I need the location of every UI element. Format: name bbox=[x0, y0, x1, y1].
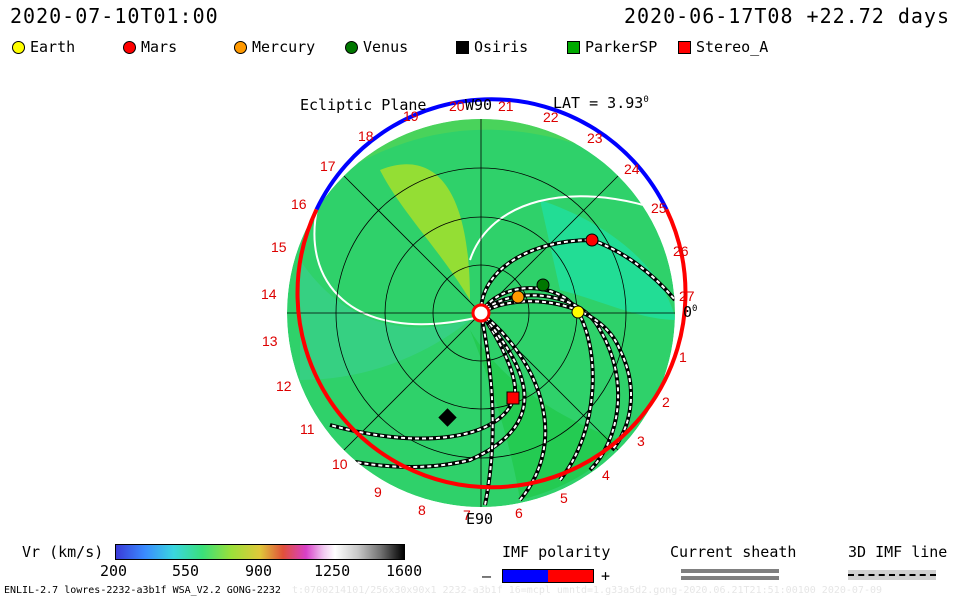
legend-label: ParkerSP bbox=[585, 38, 658, 56]
mars-marker bbox=[585, 233, 599, 247]
carrington-label: 13 bbox=[262, 333, 278, 349]
venus-marker bbox=[536, 278, 550, 292]
carrington-label: 18 bbox=[358, 128, 374, 144]
forecast-offset: 2020-06-17T08 +22.72 days bbox=[623, 4, 950, 28]
carrington-label: 24 bbox=[624, 161, 640, 177]
carrington-label: 15 bbox=[271, 239, 287, 255]
carrington-labels: 19 20 21 22 23 24 25 26 27 1 2 3 4 5 6 7… bbox=[261, 98, 695, 523]
colorbar-tick: 1600 bbox=[386, 562, 423, 580]
imf-line-dash bbox=[479, 238, 675, 314]
legend-earth: Earth bbox=[12, 38, 75, 56]
imf-3d-dash bbox=[848, 574, 936, 576]
carrington-label: 21 bbox=[498, 98, 514, 114]
carrington-label: 6 bbox=[515, 505, 523, 521]
carrington-label: 11 bbox=[300, 421, 315, 437]
venus-marker-icon bbox=[345, 40, 358, 54]
carrington-label: 17 bbox=[320, 158, 336, 174]
legend-label: Mercury bbox=[252, 38, 316, 56]
carrington-label: 4 bbox=[602, 467, 610, 483]
imf-line-dash bbox=[480, 312, 494, 506]
sun-icon bbox=[471, 303, 491, 323]
latitude-unit: 0 bbox=[643, 95, 649, 105]
imf-line-dash bbox=[480, 294, 620, 471]
imf-line-dash bbox=[329, 312, 517, 440]
current-sheet-line bbox=[469, 195, 661, 261]
carrington-label: 23 bbox=[587, 130, 603, 146]
current-sheath-title: Current sheath bbox=[670, 543, 797, 561]
carrington-label: 20 bbox=[449, 98, 465, 114]
legend-stereo-a: Stereo_A bbox=[678, 38, 768, 56]
legend-venus: Venus bbox=[345, 38, 408, 56]
carrington-label: 1 bbox=[679, 349, 687, 365]
legend-label: Mars bbox=[141, 38, 178, 56]
latitude-value: LAT = 3.93 bbox=[553, 94, 644, 112]
solar-wind-region bbox=[300, 260, 470, 380]
velocity-colorbar bbox=[115, 544, 405, 560]
osiris-marker-icon bbox=[456, 40, 469, 54]
legend-parkersp: ParkerSP bbox=[567, 38, 657, 56]
earth-marker bbox=[571, 305, 585, 319]
legend-osiris: Osiris bbox=[456, 38, 528, 56]
polarity-ring-positive bbox=[295, 208, 688, 490]
earth-marker-icon bbox=[12, 40, 25, 54]
imf-line-dash bbox=[480, 300, 632, 451]
legend-label: Stereo_A bbox=[696, 38, 769, 56]
carrington-label: 14 bbox=[261, 286, 277, 302]
colorbar-tick: 1250 bbox=[314, 562, 351, 580]
polarity-ring-negative bbox=[314, 97, 669, 211]
osiris-marker bbox=[438, 408, 457, 427]
zero-value: 0 bbox=[683, 303, 693, 321]
legend-label: Earth bbox=[30, 38, 76, 56]
imf-3d-line-sample bbox=[848, 570, 936, 580]
colorbar-tick: 200 bbox=[100, 562, 128, 580]
zero-unit: 0 bbox=[692, 304, 698, 314]
carrington-label: 5 bbox=[560, 490, 568, 506]
carrington-label: 12 bbox=[276, 378, 292, 394]
carrington-label: 27 bbox=[679, 288, 695, 304]
imf-polarity-title: IMF polarity bbox=[502, 543, 611, 561]
model-footer: ENLIL-2.7 lowres-2232-a3b1f WSA_V2.2 GON… bbox=[4, 585, 281, 596]
current-sheath-line bbox=[681, 569, 779, 573]
imf-plus-label: + bbox=[601, 567, 611, 585]
carrington-label: 3 bbox=[637, 433, 645, 449]
carrington-label: 25 bbox=[651, 200, 667, 216]
legend-label: Venus bbox=[363, 38, 409, 56]
current-sheath-line bbox=[681, 576, 779, 580]
imf-polarity-bar bbox=[502, 569, 594, 583]
carrington-label: 19 bbox=[403, 108, 419, 124]
carrington-label: 22 bbox=[543, 109, 559, 125]
imf-line-dash bbox=[480, 312, 547, 501]
carrington-label: 7 bbox=[463, 507, 471, 523]
stereo-a-marker-icon bbox=[678, 40, 691, 54]
carrington-label: 8 bbox=[418, 502, 426, 518]
parkersp-marker-icon bbox=[567, 40, 580, 54]
fast-wind-region bbox=[380, 164, 470, 300]
imf-minus-label: – bbox=[482, 567, 492, 585]
carrington-label: 2 bbox=[662, 394, 670, 410]
mercury-marker-icon bbox=[234, 40, 247, 54]
zero-degree-label: 00 bbox=[683, 303, 697, 321]
e90-label: E90 bbox=[466, 510, 494, 528]
colorbar-tick: 550 bbox=[172, 562, 200, 580]
simulation-datetime: 2020-07-10T01:00 bbox=[10, 4, 219, 28]
legend-mars: Mars bbox=[123, 38, 177, 56]
carrington-label: 16 bbox=[291, 196, 307, 212]
mercury-marker bbox=[511, 290, 525, 304]
current-sheet-line bbox=[313, 204, 476, 326]
stereo-a-marker bbox=[506, 391, 520, 405]
legend-label: Osiris bbox=[474, 38, 529, 56]
carrington-label: 9 bbox=[374, 484, 382, 500]
run-footer: t:0700214101/256x30x90x1 2232-a3b1f 16=m… bbox=[292, 585, 883, 596]
carrington-label: 10 bbox=[332, 456, 348, 472]
plot-title: Ecliptic Plane bbox=[300, 96, 427, 114]
w90-label: W90 bbox=[465, 96, 493, 114]
legend-mercury: Mercury bbox=[234, 38, 315, 56]
mars-marker-icon bbox=[123, 40, 136, 54]
colorbar-label: Vr (km/s) bbox=[22, 543, 104, 561]
imf-3d-title: 3D IMF line bbox=[848, 543, 948, 561]
colorbar-tick: 900 bbox=[245, 562, 273, 580]
carrington-label: 26 bbox=[673, 243, 689, 259]
latitude-label: LAT = 3.930 bbox=[553, 94, 649, 112]
